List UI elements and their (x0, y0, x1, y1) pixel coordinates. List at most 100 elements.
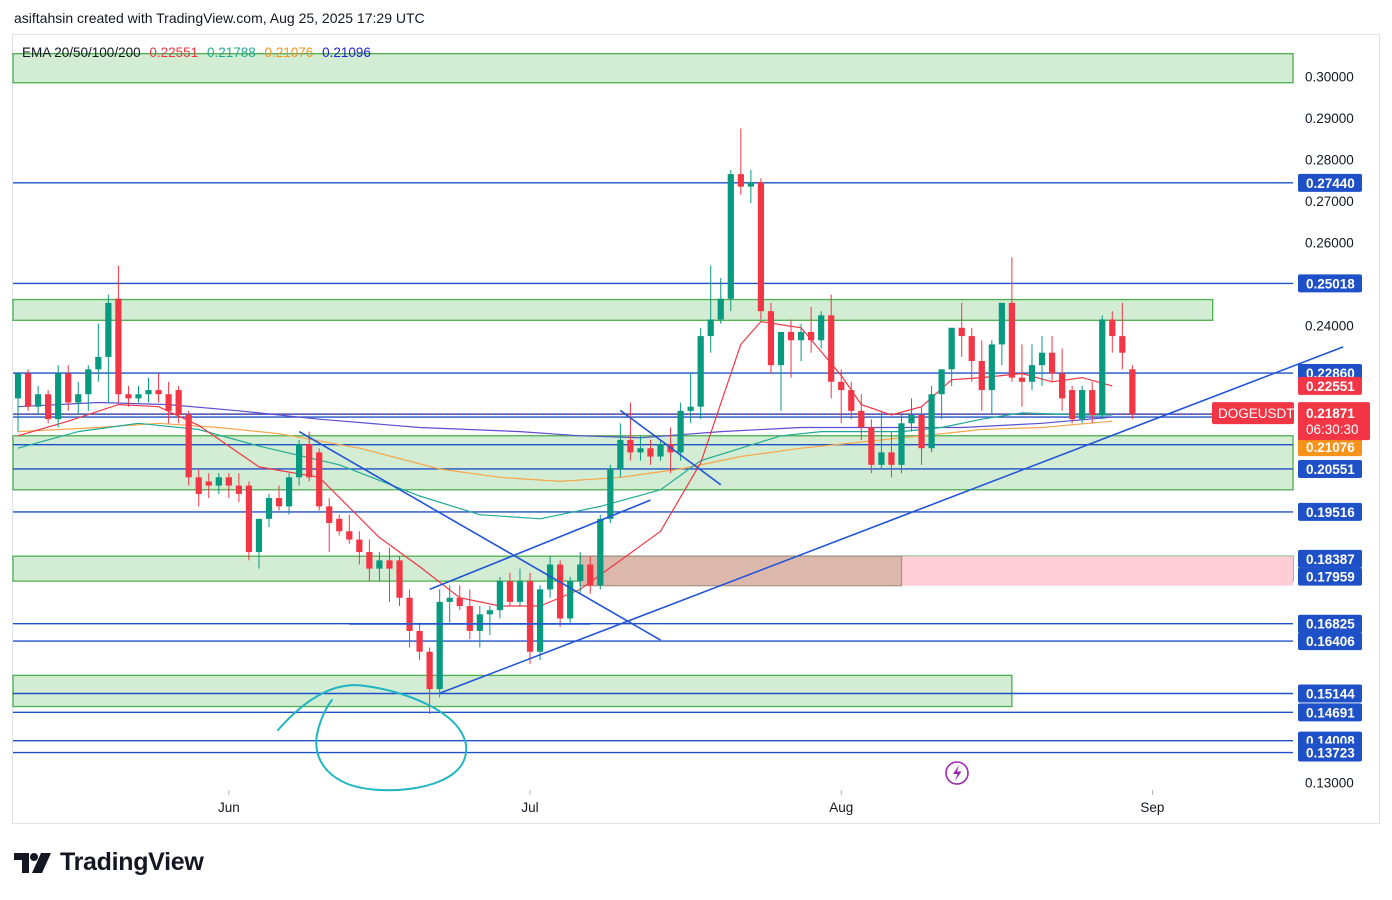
candle-14 (155, 373, 162, 403)
candle-body (376, 560, 383, 569)
candle-47 (486, 606, 493, 636)
candle-111 (1129, 365, 1136, 420)
candle-body (1069, 390, 1076, 420)
candle-body (506, 581, 514, 602)
candle-93 (948, 327, 955, 386)
legend-label: EMA 20/50/100/200 (22, 45, 141, 60)
trend-line-2 (298, 430, 661, 641)
candle-25 (265, 493, 273, 528)
candle-32 (336, 514, 343, 536)
candle-91 (928, 385, 935, 453)
candle-body (316, 452, 323, 507)
candle-body (1109, 319, 1116, 337)
candle-body (356, 539, 363, 553)
y-tick-label: 0.28000 (1305, 153, 1354, 168)
candle-69 (707, 265, 714, 353)
candle-body (366, 552, 373, 569)
candle-16 (175, 385, 182, 424)
candle-1 (24, 369, 32, 411)
candles-layer (14, 128, 1136, 715)
legend-ema20-value: 0.22551 (149, 45, 199, 60)
trend-line-0 (429, 499, 651, 591)
candle-body (346, 531, 353, 540)
candle-86 (878, 410, 885, 469)
candle-body (928, 394, 935, 449)
level-lines-layer (13, 182, 1293, 754)
price-badge-label: 0.21076 (1306, 440, 1355, 455)
ema20-line (17, 320, 1113, 607)
candle-21 (225, 473, 232, 499)
candle-body (1058, 373, 1066, 399)
candle-body (868, 427, 875, 465)
candle-37 (386, 547, 393, 602)
candle-60 (617, 423, 624, 478)
candle-body (486, 610, 493, 615)
candle-100 (1018, 344, 1026, 407)
candle-body (617, 439, 624, 469)
candle-body (858, 410, 865, 428)
price-badge-16 (1298, 703, 1362, 722)
ema200-line (17, 401, 1113, 439)
candle-103 (1048, 336, 1056, 382)
zone-green-4 (12, 674, 1013, 708)
candle-body (476, 614, 483, 631)
candle-80 (818, 311, 825, 349)
candle-body (1018, 377, 1026, 382)
x-tick-label: Jul (521, 800, 538, 815)
candle-18 (195, 468, 202, 507)
candle-body (717, 298, 724, 320)
candle-body (1129, 369, 1136, 415)
candle-110 (1119, 302, 1126, 370)
candle-5 (65, 365, 72, 411)
candle-70 (717, 277, 724, 324)
x-tick-label: Sep (1140, 800, 1164, 815)
candle-51 (526, 572, 534, 665)
candle-17 (185, 410, 192, 486)
price-badge-label: 0.19516 (1306, 505, 1355, 520)
price-badge-label: 0.22551 (1306, 379, 1355, 394)
price-badge-label: 0.25018 (1306, 276, 1355, 291)
candle-body (456, 597, 463, 607)
candle-body (195, 477, 202, 494)
candle-body (1028, 365, 1036, 382)
candle-body (898, 423, 905, 465)
candle-body (175, 390, 182, 415)
y-tick-label: 0.30000 (1305, 70, 1354, 85)
price-badge-1 (1298, 274, 1362, 293)
candle-20 (215, 473, 222, 494)
tradingview-logo[interactable]: TradingView (14, 848, 204, 877)
candle-49 (506, 572, 514, 607)
candle-19 (205, 473, 212, 499)
candle-body (888, 452, 895, 465)
candle-84 (858, 394, 865, 440)
candle-98 (998, 302, 1005, 366)
candle-63 (647, 439, 654, 465)
candle-2 (34, 385, 42, 415)
candle-body (496, 581, 504, 611)
candle-body (275, 498, 283, 507)
candle-body (336, 518, 343, 532)
zone-brown-6 (579, 555, 903, 587)
ema50-line (17, 412, 1113, 520)
ema-legend[interactable]: EMA 20/50/100/200 0.22551 0.21788 0.2107… (22, 45, 376, 60)
candle-body (1119, 336, 1126, 353)
candle-body (215, 477, 222, 486)
candle-body (285, 477, 293, 507)
candle-64 (657, 439, 664, 461)
candle-body (85, 369, 92, 395)
candle-body (577, 564, 584, 582)
price-badge-label: 0.27440 (1306, 176, 1355, 191)
lightning-marker[interactable] (945, 761, 969, 785)
candle-102 (1038, 336, 1046, 386)
candle-54 (557, 560, 564, 627)
zone-green-0 (12, 53, 1294, 84)
candle-7 (85, 365, 92, 411)
candle-66 (677, 402, 684, 461)
trend-line-3 (619, 409, 722, 486)
candle-0 (14, 373, 22, 432)
candle-45 (466, 589, 473, 640)
candle-24 (255, 518, 263, 569)
price-badge-18 (1298, 743, 1362, 762)
y-tick-label: 0.24000 (1305, 319, 1354, 334)
